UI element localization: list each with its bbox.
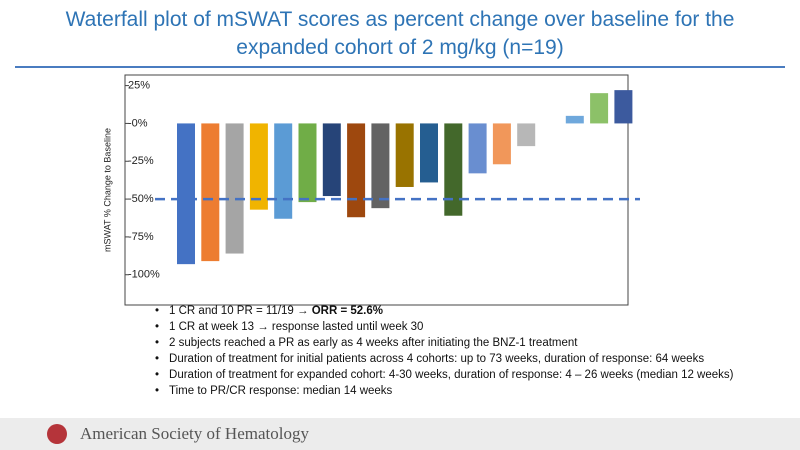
bullet-text: Duration of treatment for initial patien…: [169, 353, 705, 365]
bar: [395, 123, 414, 187]
bullet-text: 1 CR at week 13 → response lasted until …: [169, 321, 424, 333]
bar: [274, 123, 293, 219]
logo: [47, 424, 67, 444]
bullet-list: 1 CR and 10 PR = 11/19 → ORR = 52.6%1 CR…: [155, 303, 734, 399]
bar: [517, 123, 536, 147]
slide-title: Waterfall plot of mSWAT scores as percen…: [65, 8, 735, 59]
bar: [249, 123, 268, 210]
y-tick-label: -25%: [128, 155, 154, 167]
bar: [371, 123, 390, 209]
bullet-text: 2 subjects reached a PR as early as 4 we…: [169, 337, 578, 349]
bar: [347, 123, 366, 218]
bar: [565, 115, 584, 124]
bullet: 2 subjects reached a PR as early as 4 we…: [155, 335, 734, 351]
bullet: Duration of treatment for expanded cohor…: [155, 367, 734, 383]
footer: American Society of Hematology: [0, 418, 800, 450]
bar: [420, 123, 438, 183]
bar: [614, 90, 633, 124]
y-tick-label: -50%: [128, 193, 154, 205]
y-tick-label: -0%: [128, 117, 148, 129]
bar: [322, 123, 341, 197]
bar: [468, 123, 487, 174]
bullet: Duration of treatment for initial patien…: [155, 351, 734, 367]
footer-text: American Society of Hematology: [80, 424, 309, 443]
bullet-text: 1 CR and 10 PR = 11/19 →: [169, 305, 312, 317]
bar: [201, 123, 220, 262]
bar: [225, 123, 244, 254]
y-tick-label: -75%: [128, 231, 154, 243]
y-axis-label: mSWAT % Change to Baseline: [102, 128, 112, 252]
bullet: Time to PR/CR response: median 14 weeks: [155, 383, 734, 399]
bullet-text: Time to PR/CR response: median 14 weeks: [169, 385, 393, 397]
bullet-text: Duration of treatment for expanded cohor…: [169, 369, 734, 381]
bar: [177, 123, 195, 265]
y-tick-label: 25%: [128, 79, 150, 91]
bullet-emphasis: ORR = 52.6%: [311, 305, 383, 317]
bullet: 1 CR and 10 PR = 11/19 → ORR = 52.6%: [155, 303, 734, 319]
bullet: 1 CR at week 13 → response lasted until …: [155, 319, 734, 335]
bar: [444, 123, 463, 216]
bar: [590, 93, 609, 124]
bar: [298, 123, 317, 203]
y-tick-label: -100%: [128, 269, 160, 281]
bar: [492, 123, 511, 165]
title-rule: [15, 66, 785, 68]
